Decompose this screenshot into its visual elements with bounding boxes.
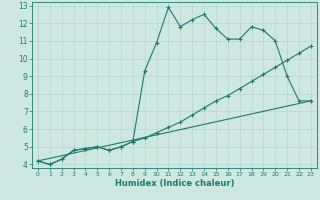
X-axis label: Humidex (Indice chaleur): Humidex (Indice chaleur) [115,179,234,188]
